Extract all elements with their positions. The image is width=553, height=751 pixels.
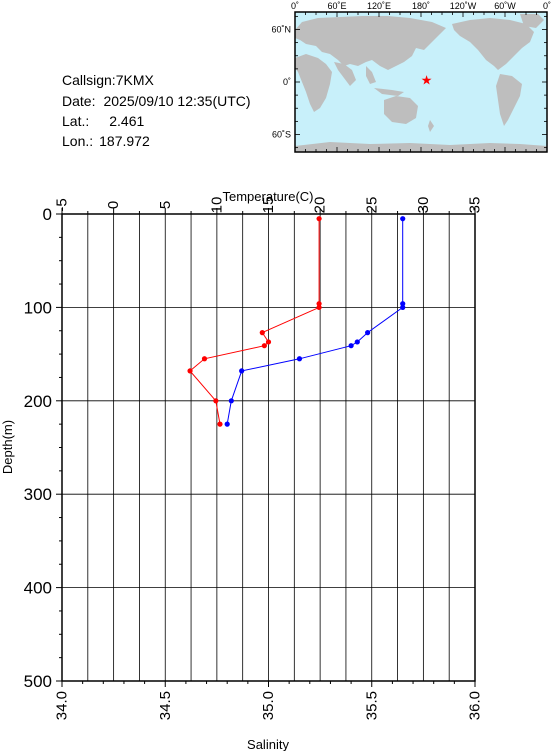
map-lat-tick-labels: 60˚N 0˚ 60˚S xyxy=(271,25,291,140)
callsign-label: Callsign: xyxy=(62,72,116,88)
temperature-data-point xyxy=(261,343,267,349)
temperature-data-point xyxy=(316,304,322,310)
temperature-data-point xyxy=(265,339,272,345)
salinity-data-point xyxy=(228,398,234,404)
lon-label: Lon.: xyxy=(62,133,94,149)
map-lon-tick-label: 0˚ xyxy=(543,1,551,11)
temperature-tick-label: 10 xyxy=(208,197,225,214)
salinity-data-point xyxy=(224,421,230,427)
temperature-profile-line xyxy=(189,218,320,425)
series-layer xyxy=(187,216,406,427)
callsign-line: Callsign:7KMX xyxy=(62,73,154,87)
world-map-inset: 0˚ 60˚E 120˚E 180˚ 120˚W 60˚W 0˚ 60˚N 0˚ 60˚S ★ xyxy=(271,1,551,153)
landmass-india xyxy=(334,62,356,86)
profile-plot: -5 0 5 10 15 20 25 30 35 34.0 34.5 35.0 35.5 36.0 01… xyxy=(0,189,484,751)
map-lat-tick-label: 60˚S xyxy=(272,130,291,140)
temperature-data-point xyxy=(316,216,322,222)
map-frame xyxy=(294,11,548,153)
salinity-data-point xyxy=(365,330,371,336)
temperature-data-point xyxy=(213,398,219,404)
map-lon-tick-label: 120˚W xyxy=(450,1,477,11)
date-label: Date: xyxy=(62,93,96,109)
salinity-tick-label: 36.0 xyxy=(467,691,484,720)
lat-value: 2.461 xyxy=(109,113,145,129)
map-lon-tick-label: 180˚ xyxy=(412,1,430,11)
depth-tick-label: 500 xyxy=(24,672,52,691)
landmass-se-asia xyxy=(366,66,404,96)
salinity-tick-label: 34.5 xyxy=(157,691,174,720)
salinity-tick-labels: 34.0 34.5 35.0 35.5 36.0 xyxy=(54,691,484,720)
salinity-data-point xyxy=(400,216,406,222)
salinity-data-point xyxy=(348,343,354,349)
depth-tick-label: 300 xyxy=(24,485,52,504)
lat-label: Lat.: xyxy=(62,113,90,129)
salinity-profile-line xyxy=(226,218,404,425)
temperature-data-point xyxy=(187,368,193,374)
temperature-data-point xyxy=(201,356,208,362)
temperature-tick-label: 30 xyxy=(415,197,432,214)
salinity-data-point xyxy=(400,304,406,310)
lat-line: Lat.: 2.461 xyxy=(62,114,144,128)
landmass-new-zealand xyxy=(428,120,434,132)
depth-tick-label: 200 xyxy=(24,392,52,411)
landmass-north-america xyxy=(452,18,534,70)
temperature-tick-label: 5 xyxy=(157,201,174,209)
lon-value: 187.972 xyxy=(99,133,150,149)
date-line: Date: 2025/09/10 12:35(UTC) xyxy=(62,94,251,108)
salinity-data-point xyxy=(239,368,245,374)
map-lon-tick-label: 60˚E xyxy=(327,1,346,11)
temperature-tick-label: 35 xyxy=(467,197,484,214)
landmass-south-america xyxy=(496,74,522,126)
landmass-africa xyxy=(295,54,332,112)
depth-tick-labels: 0 100 200 300 400 500 xyxy=(24,205,52,691)
temperature-tick-labels: -5 0 5 10 15 20 25 30 35 xyxy=(54,197,484,214)
lon-line: Lon.: 187.972 xyxy=(62,134,150,148)
salinity-axis-label: Salinity xyxy=(247,737,289,751)
landmass-eurasia xyxy=(295,16,446,70)
salinity-data-point xyxy=(400,301,406,307)
map-lat-tick-label: 60˚N xyxy=(271,25,291,35)
salinity-data-point xyxy=(296,356,303,362)
temperature-tick-label: 20 xyxy=(312,197,329,214)
map-lon-tick-label: 60˚W xyxy=(494,1,516,11)
salinity-tick-label: 34.0 xyxy=(54,691,71,720)
map-lat-tick-label: 0˚ xyxy=(283,77,291,87)
temperature-tick-label: 0 xyxy=(105,201,122,209)
salinity-tick-label: 35.5 xyxy=(363,691,380,720)
temperature-tick-label: 25 xyxy=(363,197,380,214)
date-value: 2025/09/10 12:35(UTC) xyxy=(103,93,251,109)
salinity-data-point xyxy=(354,339,360,345)
landmass-greenland xyxy=(520,14,544,28)
depth-tick-label: 100 xyxy=(24,298,52,317)
landmass-australia xyxy=(384,96,418,124)
plot-grid xyxy=(61,213,476,682)
temperature-tick-label: 15 xyxy=(260,197,277,214)
depth-axis-label: Depth(m) xyxy=(0,420,15,474)
salinity-tick-label: 35.0 xyxy=(260,691,277,720)
temperature-tick-label: -5 xyxy=(54,198,71,211)
temperature-data-point xyxy=(217,421,223,427)
temperature-data-point xyxy=(316,301,322,307)
temperature-axis-label: Temperature(C) xyxy=(222,189,313,204)
depth-tick-label: 400 xyxy=(24,579,52,598)
depth-tick-label: 0 xyxy=(43,205,52,224)
map-lon-tick-label: 120˚E xyxy=(367,1,391,11)
callsign-value: 7KMX xyxy=(115,72,154,88)
temperature-data-point xyxy=(259,330,265,336)
axis-ticks xyxy=(56,208,476,687)
station-marker-star: ★ xyxy=(421,72,433,87)
map-lon-tick-label: 0˚ xyxy=(291,1,299,11)
map-top-tick-labels: 0˚ 60˚E 120˚E 180˚ 120˚W 60˚W 0˚ xyxy=(291,1,551,11)
